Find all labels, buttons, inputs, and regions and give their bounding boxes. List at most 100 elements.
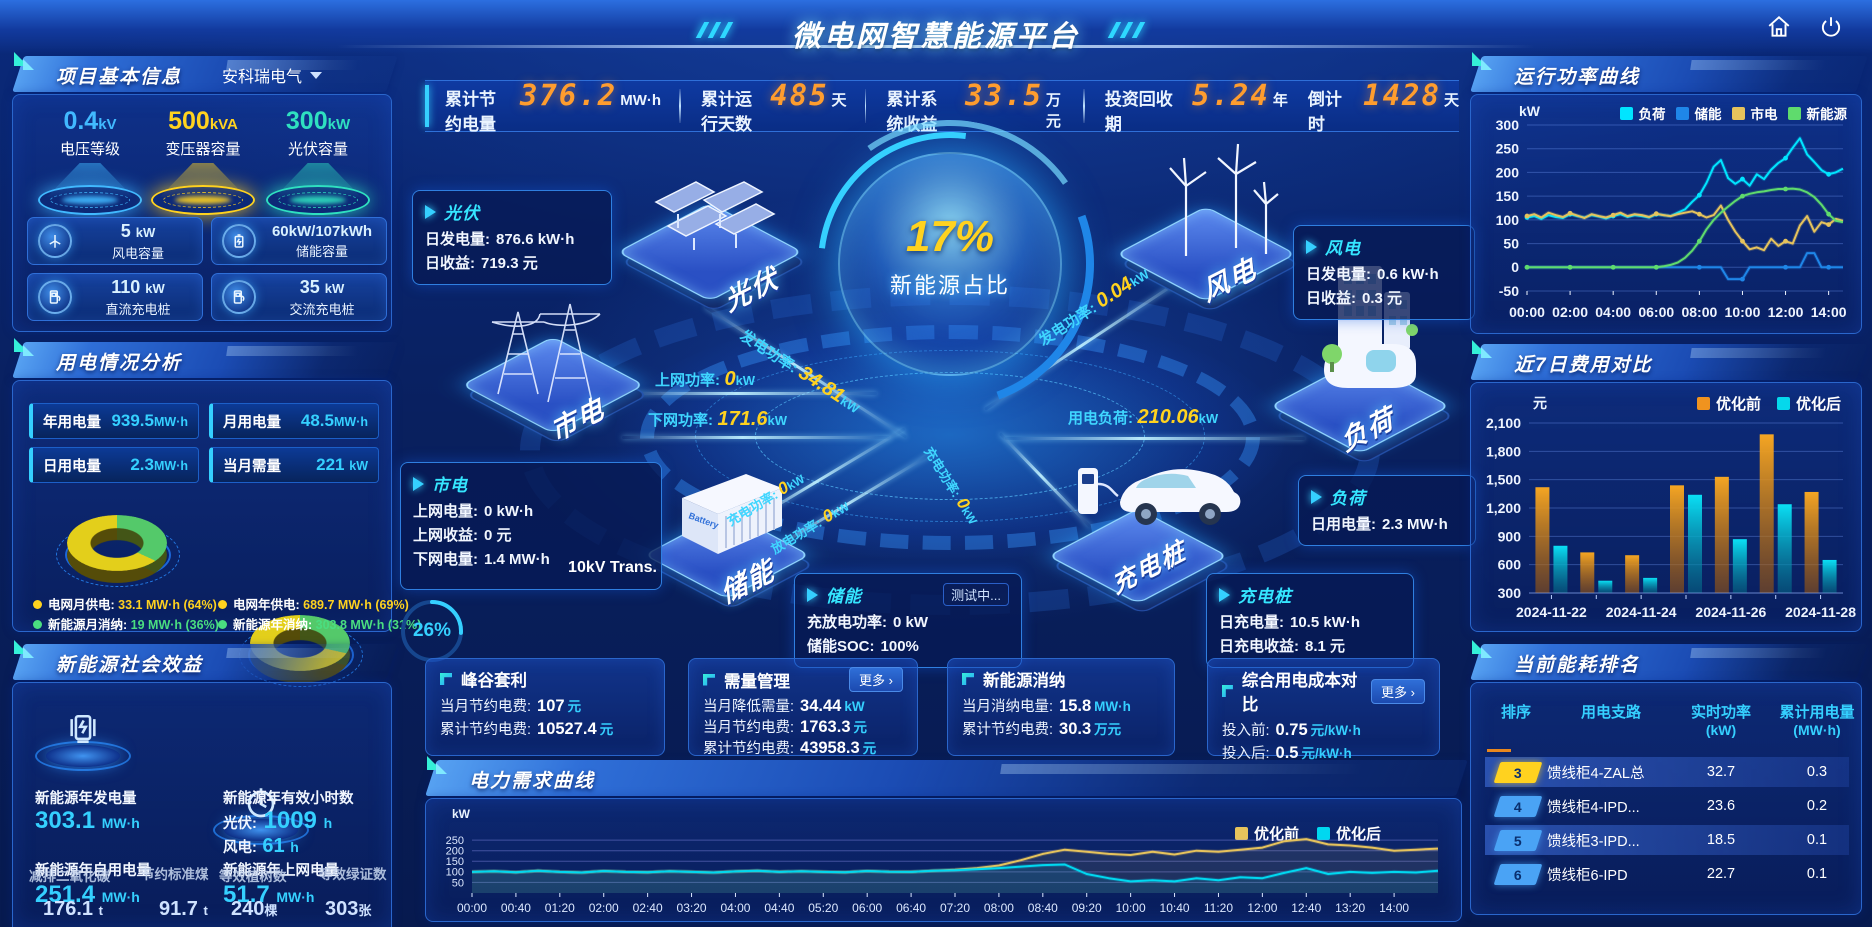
row-unit: kW bbox=[844, 699, 865, 714]
energy-value: 0.1 bbox=[1806, 866, 1828, 882]
svg-text:600: 600 bbox=[1498, 557, 1522, 573]
y-axis-unit: 元 bbox=[1533, 395, 1547, 411]
kpi-value: 1428 bbox=[1363, 77, 1441, 112]
svg-text:10:00: 10:00 bbox=[1725, 304, 1761, 320]
svg-text:11:20: 11:20 bbox=[1204, 901, 1233, 915]
svg-text:100: 100 bbox=[446, 867, 464, 879]
panel-header-rank: 当前能耗排名 bbox=[1470, 644, 1868, 680]
flow-load-power: 用电负荷: 210.06kW bbox=[1068, 406, 1218, 429]
hours-label: 新能源年有效小时数 bbox=[223, 791, 354, 807]
day-usage-stat: 日用电量 2.3MW·h bbox=[29, 447, 199, 483]
power-curve-chart: 300 250 200 150 100 50 0 -50 00:00 02:00 04:00 06:0… bbox=[1496, 117, 1847, 320]
page-title: 微电网智慧能源平台 bbox=[791, 21, 1080, 53]
power-value: 32.7 bbox=[1706, 764, 1736, 780]
value: 51.7 bbox=[223, 881, 270, 908]
value: 176.1 bbox=[43, 898, 94, 920]
svg-text:01:20: 01:20 bbox=[545, 901, 575, 915]
glow-base bbox=[151, 185, 255, 215]
table-row[interactable]: 6 馈线柜6-IPD 22.7 0.1 bbox=[1485, 859, 1849, 889]
gauge-label: 10kV Trans. bbox=[568, 559, 657, 576]
box-title: 市电 bbox=[432, 476, 468, 495]
svg-text:2024-11-26: 2024-11-26 bbox=[1695, 604, 1766, 620]
panel-corner-icon bbox=[14, 338, 40, 360]
legend-label: 电网年供电: bbox=[233, 598, 300, 612]
svg-text:10:00: 10:00 bbox=[1116, 901, 1146, 915]
storage-info-box: 储能 测试中... 充放电功率: 0 kW 储能SOC: 100% bbox=[794, 573, 1022, 668]
kpi-unit: 天 bbox=[831, 91, 847, 109]
stat-value: 939.5 bbox=[111, 411, 154, 430]
row-value: 0.3 元 bbox=[1362, 290, 1403, 307]
label: 风电: bbox=[223, 840, 257, 856]
battery-icon bbox=[222, 224, 256, 258]
more-button[interactable]: 更多 › bbox=[1371, 678, 1425, 704]
svg-text:04:00: 04:00 bbox=[720, 901, 750, 915]
row-value: 1763.3 bbox=[800, 718, 851, 736]
legend-swatch-icon bbox=[1675, 106, 1689, 120]
card-unit: kW bbox=[145, 280, 165, 296]
svg-text:13:20: 13:20 bbox=[1335, 901, 1365, 915]
flow-value: 0 bbox=[724, 368, 736, 390]
company-dropdown[interactable]: 安科瑞电气 bbox=[222, 63, 323, 87]
stat-label: 年用电量 bbox=[43, 414, 101, 431]
svg-text:300: 300 bbox=[1496, 117, 1520, 133]
rank-table-body: 3 馈线柜4-ZAL总 32.7 0.3 4 馈线柜4-IPD... 23.6 … bbox=[1485, 757, 1849, 913]
month-demand-stat: 当月需量 221 kW bbox=[209, 447, 379, 483]
flow-from-grid: 下网功率: 171.6kW bbox=[648, 408, 787, 431]
y-axis-unit: kW bbox=[452, 807, 470, 821]
svg-text:2,100: 2,100 bbox=[1486, 415, 1521, 431]
row-label: 充放电功率: bbox=[807, 614, 887, 631]
row-value: 34.44 bbox=[800, 697, 842, 715]
power-icon[interactable] bbox=[1818, 14, 1844, 40]
card-label: 风电容量 bbox=[111, 245, 164, 261]
row-value: 0 kW bbox=[893, 614, 929, 631]
kpi-countdown: 倒计时 1428 天 bbox=[1288, 78, 1459, 135]
flow-label: 下网功率: bbox=[648, 412, 713, 429]
panel-corner-icon bbox=[14, 52, 40, 74]
row-unit: 元 bbox=[853, 720, 868, 735]
energy-value: 0.3 bbox=[1806, 764, 1828, 780]
power-value: 18.5 bbox=[1706, 832, 1736, 848]
panel-title: 用电情况分析 bbox=[56, 353, 183, 374]
table-row[interactable]: 3 馈线柜4-ZAL总 32.7 0.3 bbox=[1485, 757, 1849, 787]
stat-value: 300 bbox=[285, 107, 328, 135]
row-label: 投入前: bbox=[1222, 723, 1270, 739]
legend-month-grid: 电网月供电: 33.1 MW·h (64%) bbox=[33, 594, 217, 613]
kpi-value: 376.2 bbox=[519, 77, 618, 112]
kpi-saved-energy: 累计节约电量 376.2 MW·h bbox=[425, 78, 661, 135]
more-button[interactable]: 更多 › bbox=[849, 667, 903, 692]
card-value: 35 bbox=[299, 276, 320, 297]
stat-value: 48.5 bbox=[300, 411, 334, 430]
grid-info-box: 市电 上网电量: 0 kW·h 上网收益: 0 元 下网电量: 1.4 MW·h 26… bbox=[400, 462, 662, 662]
card-title: 峰谷套利 bbox=[461, 672, 527, 690]
power-value: 22.7 bbox=[1706, 866, 1736, 882]
dot-icon bbox=[33, 600, 42, 609]
card-unit: kW bbox=[135, 224, 156, 240]
ac-charger-icon bbox=[222, 280, 256, 314]
home-icon[interactable] bbox=[1766, 14, 1792, 40]
row-value: 0 kW·h bbox=[484, 503, 534, 520]
kpi-label: 累计运行天数 bbox=[700, 89, 752, 134]
kpi-value: 485 bbox=[770, 77, 829, 112]
table-row[interactable]: 5 馈线柜3-IPD... 18.5 0.1 bbox=[1485, 825, 1849, 855]
energy-value: 0.2 bbox=[1806, 798, 1828, 814]
legend-item: 优化前 bbox=[1696, 393, 1761, 414]
table-row[interactable]: 4 馈线柜4-IPD... 23.6 0.2 bbox=[1485, 791, 1849, 821]
gen-value: 303.1 MW·h bbox=[35, 807, 140, 835]
trees-label: 等效植树数 bbox=[219, 869, 287, 884]
flow-label: 用电负荷: bbox=[1068, 410, 1133, 427]
flow-unit: kW bbox=[1198, 411, 1219, 426]
row-value: 0 元 bbox=[484, 527, 512, 544]
row-label: 累计节约电费: bbox=[703, 741, 795, 757]
testing-badge: 测试中... bbox=[943, 583, 1009, 606]
row-label: 上网电量: bbox=[413, 503, 478, 520]
wind-hours: 风电: 61 h bbox=[223, 835, 299, 858]
rank-table-header: 排序 用电支路 实时功率 (kW) 累计用电量 (MW·h) bbox=[1485, 701, 1855, 738]
card-value: 60kW/107kWh bbox=[271, 222, 373, 240]
svg-text:50: 50 bbox=[452, 877, 464, 889]
row-label: 日发电量: bbox=[1306, 266, 1371, 283]
value: 251.4 bbox=[35, 881, 96, 908]
legend-value: 19 MW·h (36%) bbox=[130, 618, 219, 632]
svg-text:02:00: 02:00 bbox=[1552, 304, 1588, 320]
row-value: 876.6 kW·h bbox=[496, 231, 575, 248]
card-label: 交流充电桩 bbox=[289, 301, 355, 317]
